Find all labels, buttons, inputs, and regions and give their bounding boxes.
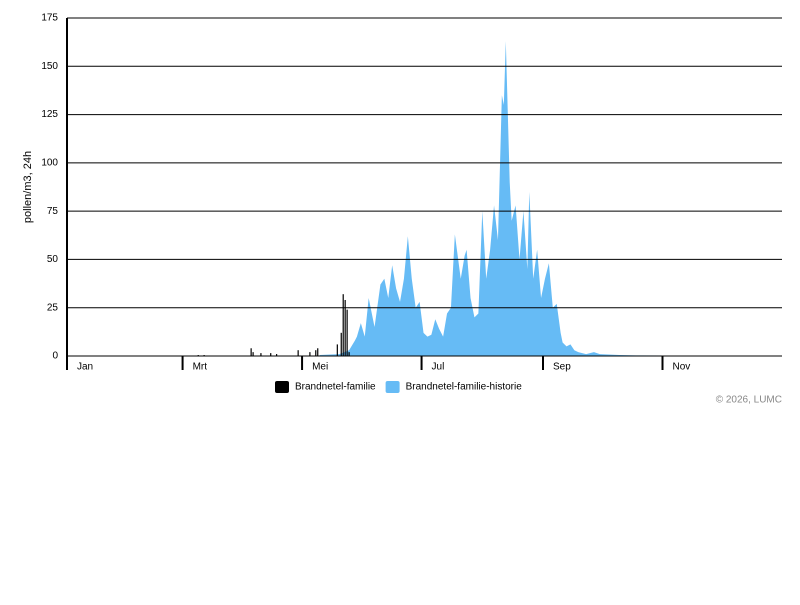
bar	[270, 353, 272, 356]
y-tick-label: 150	[41, 61, 58, 72]
y-tick-label: 25	[47, 302, 59, 313]
bar	[297, 350, 299, 356]
bar	[276, 354, 278, 356]
plot	[197, 41, 694, 356]
legend-label: Brandnetel-familie	[295, 382, 376, 393]
x-tick-label: Mei	[312, 362, 328, 373]
bar	[340, 332, 342, 356]
bar	[317, 348, 319, 356]
y-axis-label: pollen/m3, 24h	[22, 151, 34, 223]
bar	[346, 309, 348, 356]
bar	[260, 353, 262, 356]
bar	[348, 352, 350, 356]
x-tick-label: Sep	[553, 362, 571, 373]
bar	[252, 352, 254, 356]
bar	[344, 299, 346, 356]
bar	[309, 352, 311, 356]
x-tick-label: Nov	[673, 362, 691, 373]
credit: © 2026, LUMC	[716, 395, 782, 406]
x-tick-label: Jan	[77, 362, 93, 373]
bar	[250, 348, 252, 356]
legend-swatch	[385, 381, 400, 393]
x-tick-label: Mrt	[193, 362, 208, 373]
bar	[336, 344, 338, 356]
legend-label: Brandnetel-familie-historie	[406, 382, 523, 393]
bar	[315, 350, 317, 356]
bar	[342, 294, 344, 356]
y-tick-label: 75	[47, 206, 59, 217]
y-tick-label: 0	[52, 351, 58, 362]
x-tick-label: Jul	[432, 362, 445, 373]
y-tick-label: 100	[41, 157, 58, 168]
y-tick-label: 125	[41, 109, 58, 120]
y-tick-label: 175	[41, 13, 58, 24]
legend-swatch	[275, 381, 289, 393]
area	[319, 41, 694, 356]
y-tick-label: 50	[47, 254, 59, 265]
